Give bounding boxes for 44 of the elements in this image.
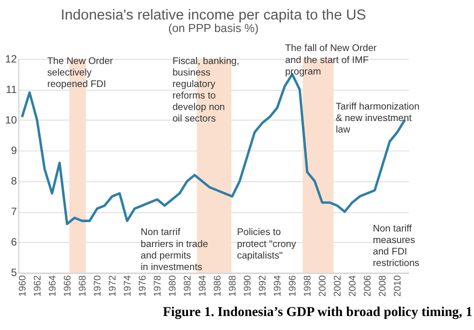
x-tick-label: 1976 (137, 275, 148, 297)
x-tick-label: 2004 (348, 274, 359, 297)
y-tick-label: 12 (5, 53, 17, 66)
x-tick-label: 1984 (198, 274, 209, 297)
x-tick-label: 1994 (272, 274, 284, 297)
y-tick-label: 5 (10, 267, 17, 280)
x-tick-label: 1992 (258, 275, 269, 297)
x-tick-label: 1972 (107, 275, 118, 297)
annotation: Non tariff measures and FDI restrictions (372, 223, 420, 270)
annotation: The New Order selectively reopened FDI (47, 56, 114, 90)
x-tick-label: 2000 (318, 275, 329, 297)
chart-title: Indonesia's relative income per capita to the US (60, 7, 366, 24)
x-tick-label: 1980 (168, 275, 178, 297)
x-tick-label: 2008 (378, 275, 389, 297)
y-tick-label: 9 (10, 144, 17, 157)
x-tick-label: 2002 (332, 275, 344, 297)
x-tick-label: 1990 (242, 275, 254, 297)
y-tick-label: 7 (10, 206, 17, 218)
x-tick-label: 2006 (362, 275, 374, 297)
x-tick-label: 1964 (47, 274, 58, 297)
caption: Figure 1. Indonesia’s GDP with broad policy timing, 1 (162, 304, 473, 320)
x-tick-label: 1974 (122, 274, 134, 297)
y-tick-label: 11 (6, 84, 17, 96)
x-tick-label: 2010 (392, 275, 404, 297)
x-tick-label: 1968 (77, 275, 88, 297)
x-tick-label: 1962 (32, 275, 44, 297)
y-tick-label: 8 (10, 176, 17, 188)
x-tick-label: 1986 (212, 275, 224, 297)
annotation: Tariff harmonization & new investment law (336, 101, 420, 136)
y-tick-label: 6 (10, 236, 17, 249)
x-tick-label: 1988 (228, 275, 239, 297)
annotation: Fiscal, banking, business regulatory reforms to develop non oil sectors (172, 56, 240, 125)
x-tick-label: 1998 (302, 275, 314, 297)
x-tick-label: 1960 (17, 275, 28, 297)
annotation: The fall of New Order and the start of IMF program (285, 43, 378, 78)
y-tick-label: 10 (5, 114, 17, 126)
chart-subtitle: (on PPP basis %) (168, 22, 259, 35)
x-tick-label: 1982 (182, 275, 194, 297)
annotation: Non tarrif barriers in trade and permits in investments (140, 227, 208, 273)
x-tick-label: 1966 (62, 275, 74, 297)
x-tick-label: 1996 (288, 275, 299, 297)
x-tick-label: 1978 (152, 275, 164, 297)
annotation: Policies to protect "crony capitalists" (237, 227, 296, 262)
x-tick-label: 1970 (92, 275, 104, 297)
